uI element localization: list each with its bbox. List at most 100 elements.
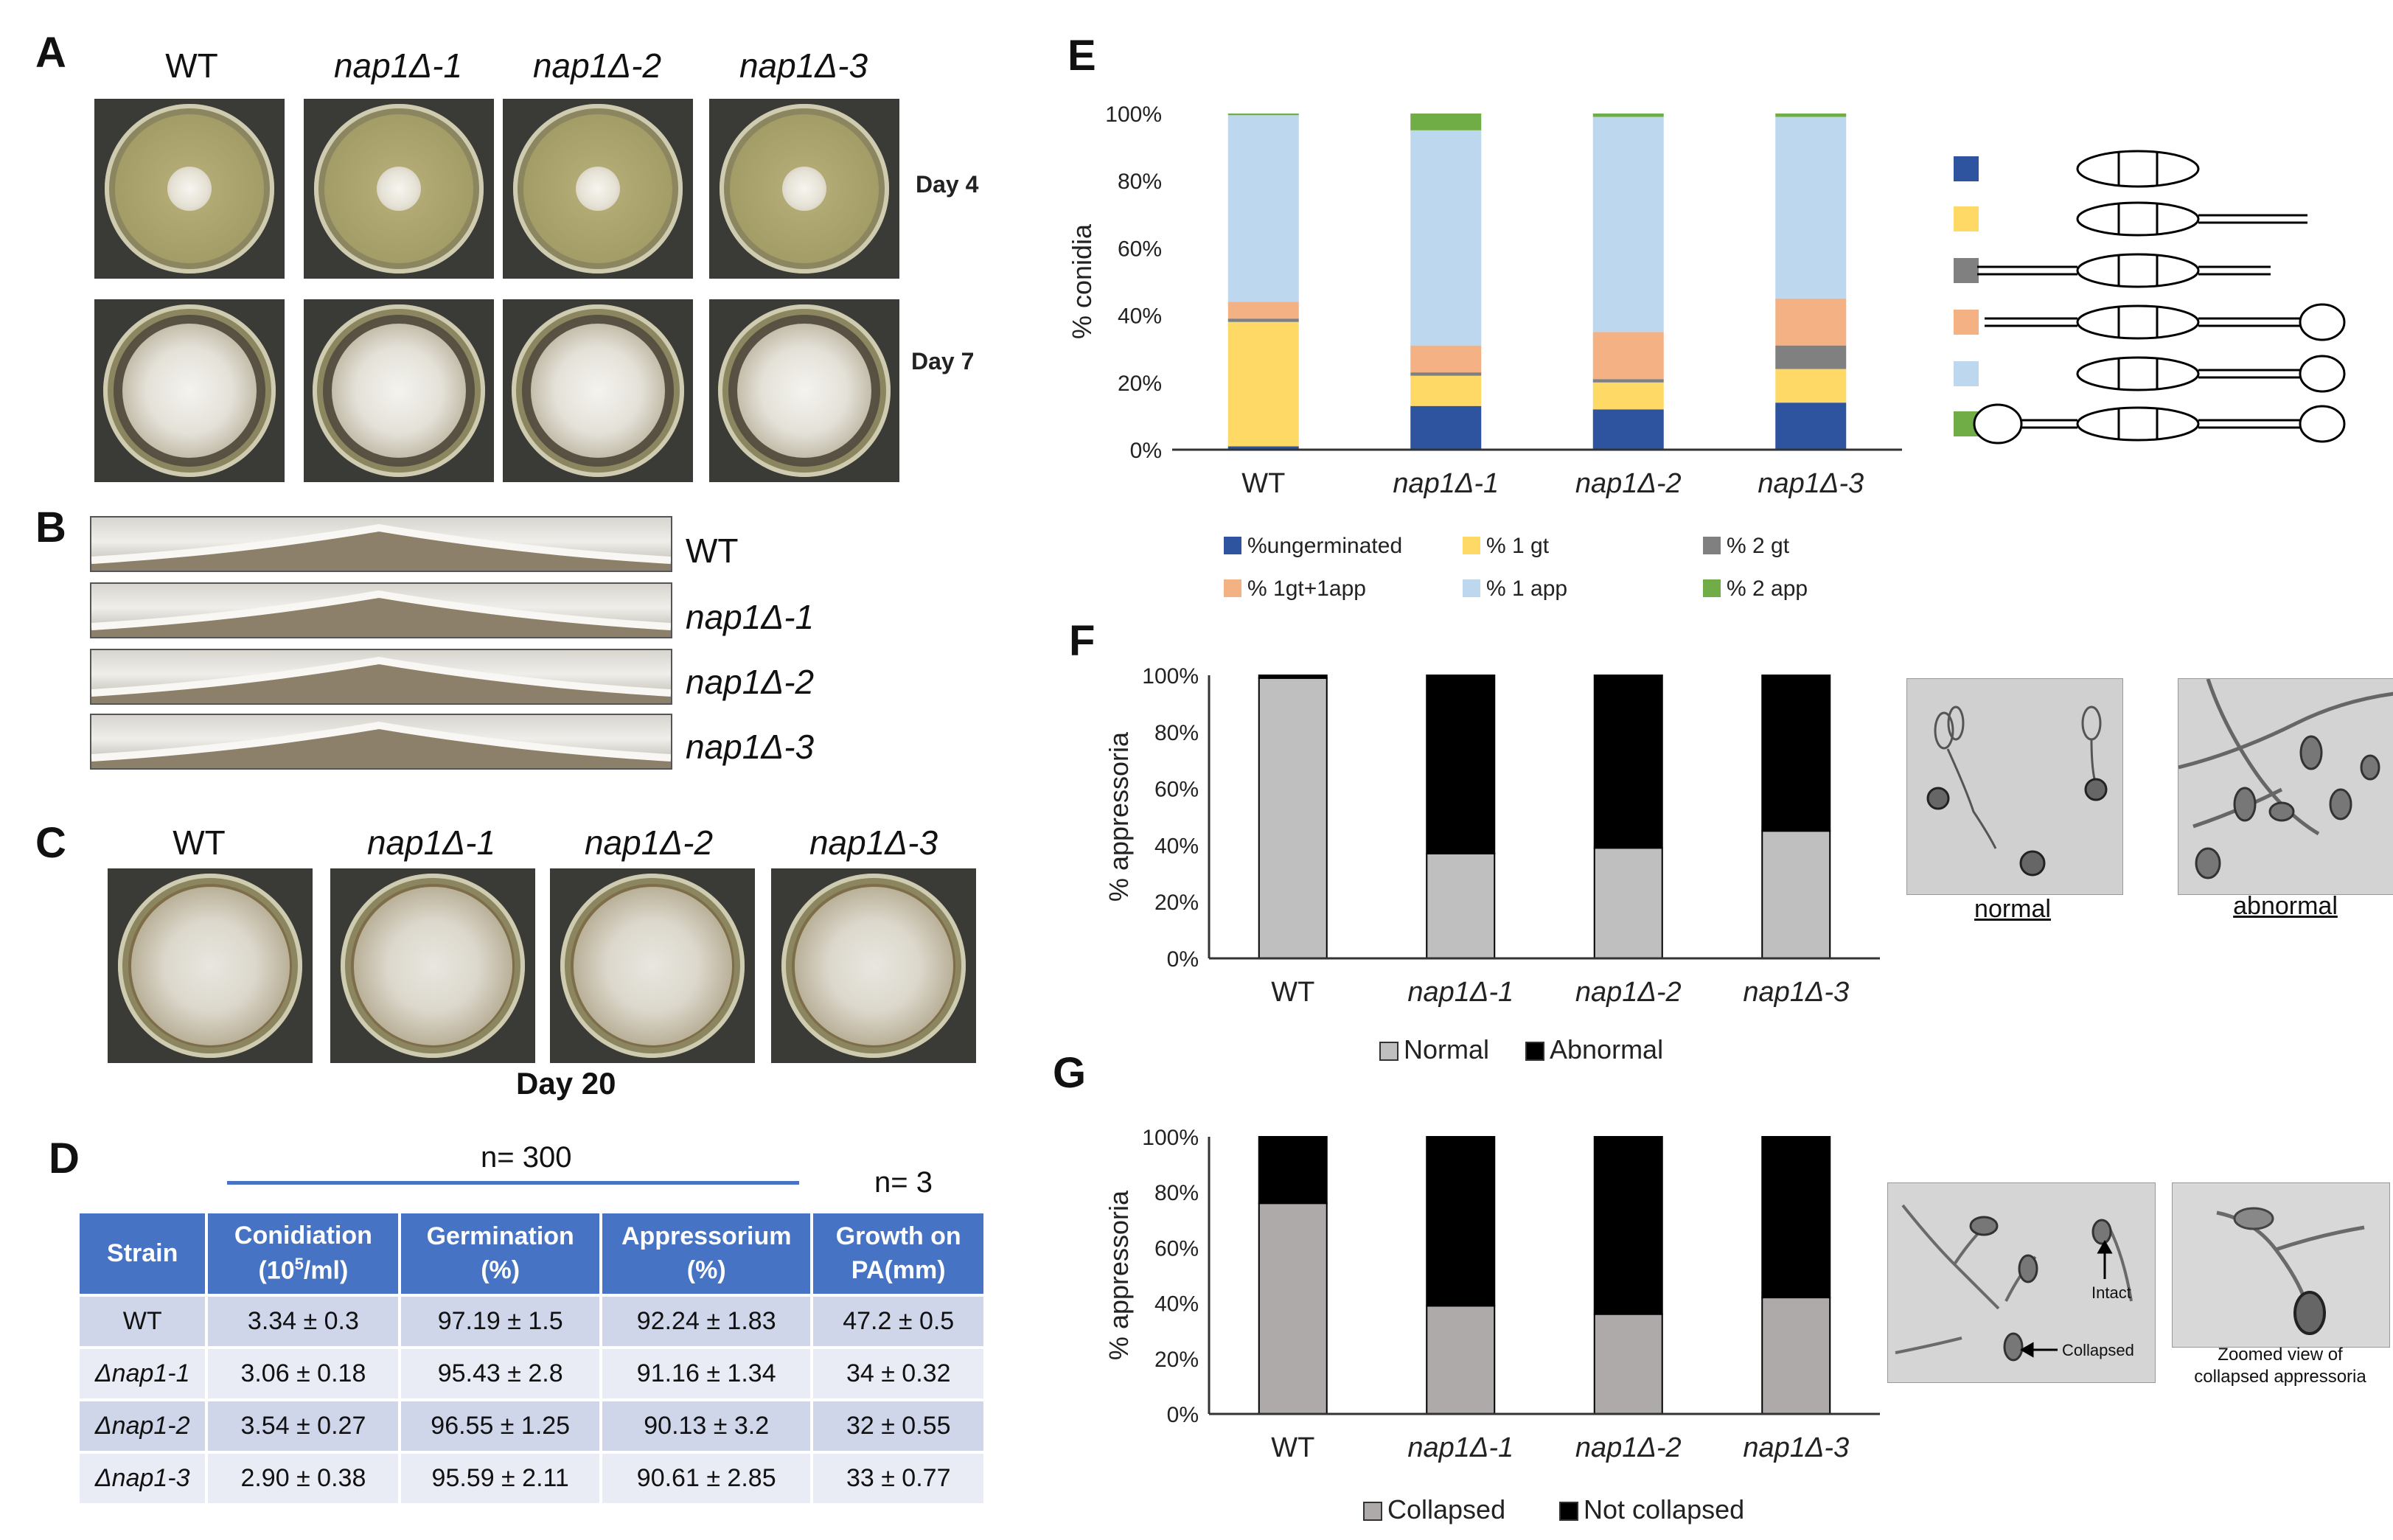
legend-label: %ungerminated	[1247, 534, 1402, 558]
legend-swatch	[1525, 1042, 1544, 1061]
x-tick-label: WT	[1241, 468, 1285, 499]
bar-segment	[1227, 318, 1299, 322]
bar-segment	[1426, 1136, 1496, 1307]
legend-label: Normal	[1404, 1034, 1489, 1065]
day-20-label: Day 20	[516, 1066, 616, 1101]
fungal-colony	[331, 323, 467, 459]
fungal-colony	[130, 886, 290, 1045]
bar-segment	[1258, 677, 1328, 960]
bar-segment	[1775, 403, 1847, 450]
bar-segment	[1227, 302, 1299, 319]
colony-side-view-2	[90, 649, 672, 705]
table-cell: 92.24 ± 1.83	[602, 1297, 811, 1347]
fungal-colony	[736, 323, 872, 459]
bar-segment	[1410, 375, 1482, 406]
panel-letter-g: G	[1053, 1049, 1087, 1097]
plate-day7-1	[304, 299, 494, 482]
colony-side-view-0	[90, 516, 672, 572]
a-strain-label-1: nap1Δ-1	[333, 46, 463, 85]
x-tick-label: nap1Δ-2	[1575, 977, 1682, 1008]
y-tick-label: 40%	[1118, 304, 1162, 329]
fungal-colony	[576, 167, 620, 211]
col-header-germination: Germination (%)	[401, 1213, 599, 1295]
zoom-caption-line-1: Zoomed view of	[2218, 1345, 2343, 1365]
plate-day20-0	[108, 868, 313, 1063]
y-tick-label: 80%	[1154, 1181, 1199, 1205]
table-cell: 34 ± 0.32	[813, 1349, 983, 1399]
bar-segment	[1227, 115, 1299, 302]
key-swatch-ungerminated	[1954, 156, 1979, 181]
fungal-colony	[353, 886, 512, 1045]
legend-label: % 1 gt	[1486, 534, 1550, 558]
y-tick-label: 60%	[1154, 1236, 1199, 1261]
bar-segment	[1426, 1305, 1496, 1415]
key-swatch-2gt	[1954, 258, 1979, 283]
label-collapsed: Collapsed	[2062, 1341, 2134, 1359]
caption-normal: normal	[1974, 895, 2051, 923]
a-strain-label-wt: WT	[165, 46, 218, 85]
bar-segment	[1761, 675, 1831, 832]
table-cell: 90.13 ± 3.2	[602, 1401, 811, 1452]
col-header-appressorium: Appressorium (%)	[602, 1213, 811, 1295]
table-cell: 33 ± 0.77	[813, 1454, 983, 1504]
bar-segment	[1258, 1202, 1328, 1415]
bar-segment	[1410, 405, 1482, 450]
day-4-label: Day 4	[916, 171, 979, 198]
legend-swatch	[1379, 1042, 1398, 1061]
bar-segment	[1227, 114, 1299, 116]
panel-letter-e: E	[1067, 32, 1096, 80]
legend-swatch	[1224, 537, 1241, 554]
panel-letter-a: A	[35, 29, 66, 77]
bar-segment	[1227, 446, 1299, 450]
table-cell: 2.90 ± 0.38	[208, 1454, 399, 1504]
x-tick-label: nap1Δ-1	[1407, 1432, 1514, 1463]
c-strain-label-wt: WT	[173, 823, 226, 862]
table-cell: 96.55 ± 1.25	[401, 1401, 599, 1452]
micrograph-zoomed	[2172, 1182, 2390, 1348]
germination-schematic-key	[1954, 150, 2346, 445]
micrograph-zoomed-drawing	[2173, 1183, 2389, 1347]
col-header-growth: Growth on PA(mm)	[813, 1213, 983, 1295]
b-strain-label-1: nap1Δ-1	[686, 598, 815, 636]
plate-day20-2	[550, 868, 755, 1063]
plate-day7-0	[94, 299, 285, 482]
colony-side-view-3	[90, 714, 672, 770]
bar-segment	[1592, 409, 1664, 450]
chart-e: 0% 20% 40% 60% 80% 100% % conidia WT nap1Δ-1 nap1…	[1067, 102, 1902, 601]
bar-segment	[1410, 130, 1482, 346]
y-tick-label: 40%	[1154, 1292, 1199, 1317]
table-cell: 90.61 ± 2.85	[602, 1454, 811, 1504]
table-cell: 32 ± 0.55	[813, 1401, 983, 1452]
y-tick-label: 80%	[1154, 721, 1199, 745]
plate-day7-3	[709, 299, 899, 482]
plate-day4-3	[709, 99, 899, 279]
summary-table: Strain Conidiation (105/ml) Germination (%…	[77, 1210, 986, 1506]
plate-day7-2	[503, 299, 693, 482]
y-axis-label: % conidia	[1067, 223, 1097, 339]
table-cell: Δnap1-3	[80, 1454, 206, 1504]
plate-day20-1	[330, 868, 535, 1063]
fungal-colony	[167, 167, 212, 211]
bar-segment	[1227, 321, 1299, 447]
y-tick-label: 0%	[1167, 1403, 1199, 1427]
table-cell: Δnap1-1	[80, 1349, 206, 1399]
micrograph-abnormal-drawing	[2178, 679, 2393, 894]
y-tick-label: 80%	[1118, 170, 1162, 194]
legend-swatch	[1224, 579, 1241, 597]
n-3-label: n= 3	[874, 1166, 933, 1199]
legend-label: % 1 app	[1486, 576, 1567, 601]
micrograph-normal-drawing	[1907, 679, 2122, 894]
table-cell: 95.59 ± 2.11	[401, 1454, 599, 1504]
x-tick-label: WT	[1271, 977, 1314, 1008]
legend-swatch	[1703, 579, 1721, 597]
bar-segment	[1775, 114, 1847, 117]
bar-segment	[1775, 298, 1847, 346]
y-tick-label: 100%	[1105, 102, 1162, 127]
key-swatch-1app	[1954, 361, 1979, 386]
side-view-profile	[91, 721, 671, 768]
panel-letter-f: F	[1069, 617, 1096, 665]
b-strain-label-2: nap1Δ-2	[686, 663, 815, 701]
table-cell: 3.34 ± 0.3	[208, 1297, 399, 1347]
table-row: Δnap1-3 2.90 ± 0.38 95.59 ± 2.11 90.61 ±…	[80, 1454, 983, 1504]
key-swatch-1gt	[1954, 206, 1979, 231]
